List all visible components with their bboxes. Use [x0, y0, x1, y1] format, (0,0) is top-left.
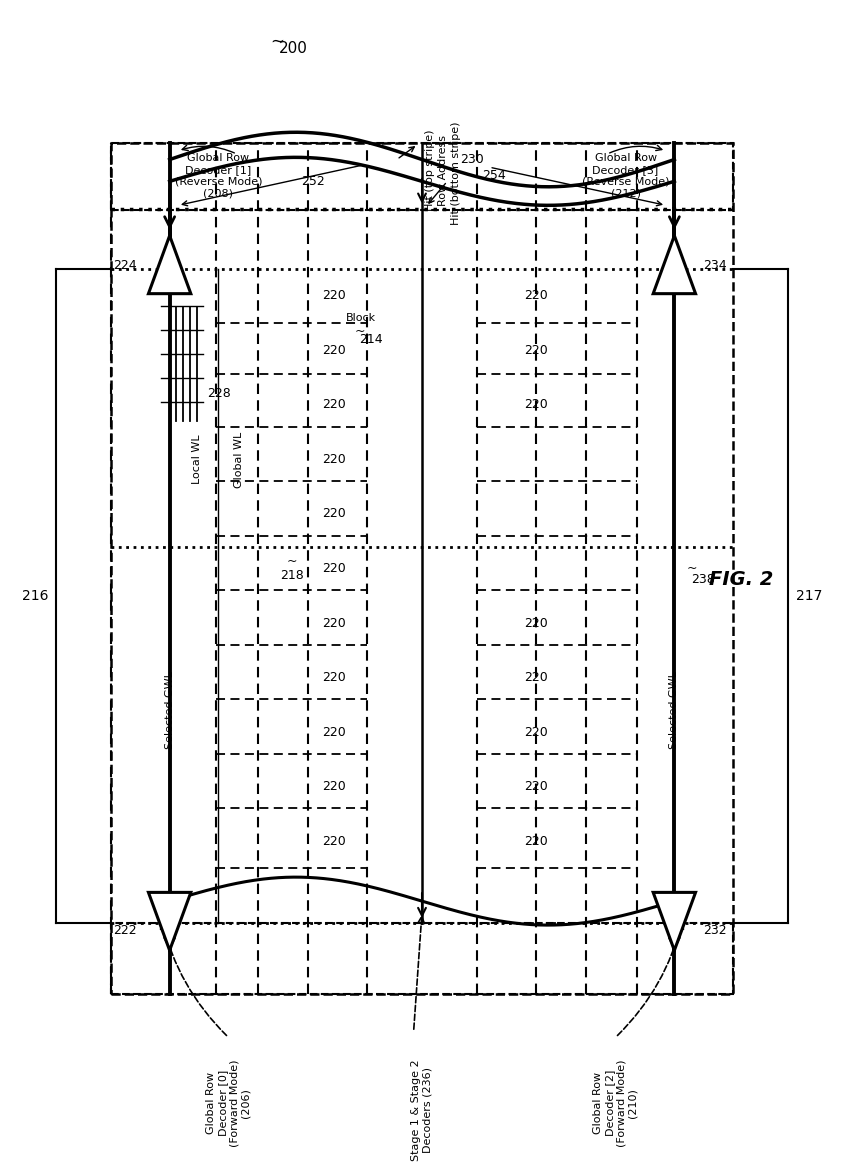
Text: Global Row
Decoder [1]
(Reverse Mode)
(208): Global Row Decoder [1] (Reverse Mode) (2… [175, 153, 262, 199]
Text: Selected GWL: Selected GWL [669, 672, 679, 749]
Text: 220: 220 [523, 725, 548, 738]
Text: 232: 232 [703, 924, 727, 937]
Text: 220: 220 [523, 780, 548, 793]
Text: FIG. 2: FIG. 2 [710, 570, 774, 589]
Text: ~: ~ [271, 33, 284, 50]
Text: Hit (bottom stripe): Hit (bottom stripe) [451, 121, 461, 225]
Text: 238: 238 [691, 572, 715, 586]
Bar [111, 144, 733, 210]
Text: 220: 220 [322, 835, 345, 848]
Text: Stage 1 & Stage 2
Decoders (236): Stage 1 & Stage 2 Decoders (236) [411, 1059, 433, 1161]
Text: Global Row
Decoder [2]
(Forward Mode)
(210): Global Row Decoder [2] (Forward Mode) (2… [593, 1059, 638, 1147]
Text: 234: 234 [703, 259, 727, 272]
Text: 220: 220 [322, 453, 345, 466]
Text: 220: 220 [322, 780, 345, 793]
Polygon shape [149, 892, 191, 951]
Text: 220: 220 [322, 617, 345, 630]
Text: ~: ~ [354, 326, 365, 339]
Text: 200: 200 [279, 41, 308, 56]
Bar [111, 144, 733, 994]
Text: Hit (top stripe): Hit (top stripe) [425, 130, 436, 211]
Text: 220: 220 [523, 290, 548, 303]
Text: Selected GWL: Selected GWL [165, 672, 175, 749]
Text: ~: ~ [687, 562, 697, 575]
Text: 220: 220 [322, 562, 345, 575]
Text: 214: 214 [359, 333, 382, 346]
Text: 220: 220 [322, 398, 345, 411]
Text: Local WL: Local WL [192, 434, 202, 485]
Text: 220: 220 [322, 672, 345, 684]
Text: 220: 220 [523, 617, 548, 630]
Text: 220: 220 [322, 725, 345, 738]
Polygon shape [653, 892, 695, 951]
Text: 228: 228 [208, 388, 231, 401]
Text: Row Address: Row Address [438, 135, 448, 206]
Text: 222: 222 [113, 924, 137, 937]
Text: 220: 220 [523, 672, 548, 684]
Text: 220: 220 [523, 835, 548, 848]
Bar [111, 923, 733, 994]
Text: Global Row
Decoder [3]
(Reverse Mode)
(212): Global Row Decoder [3] (Reverse Mode) (2… [582, 153, 669, 199]
Polygon shape [653, 236, 695, 293]
Text: 230: 230 [461, 153, 484, 166]
Text: 224: 224 [113, 259, 137, 272]
Polygon shape [149, 236, 191, 293]
Text: 220: 220 [322, 507, 345, 521]
Text: ~
218: ~ 218 [279, 555, 304, 583]
Text: 220: 220 [523, 343, 548, 357]
Text: 217: 217 [796, 589, 822, 603]
Text: 252: 252 [300, 175, 324, 188]
Text: Block: Block [346, 313, 376, 322]
Text: 254: 254 [482, 169, 506, 182]
Text: Global Row
Decoder [0]
(Forward Mode)
(206): Global Row Decoder [0] (Forward Mode) (2… [206, 1059, 251, 1147]
Text: Global WL: Global WL [235, 431, 245, 487]
Text: 220: 220 [523, 398, 548, 411]
Text: 216: 216 [22, 589, 48, 603]
Text: 220: 220 [322, 343, 345, 357]
Text: 220: 220 [322, 290, 345, 303]
